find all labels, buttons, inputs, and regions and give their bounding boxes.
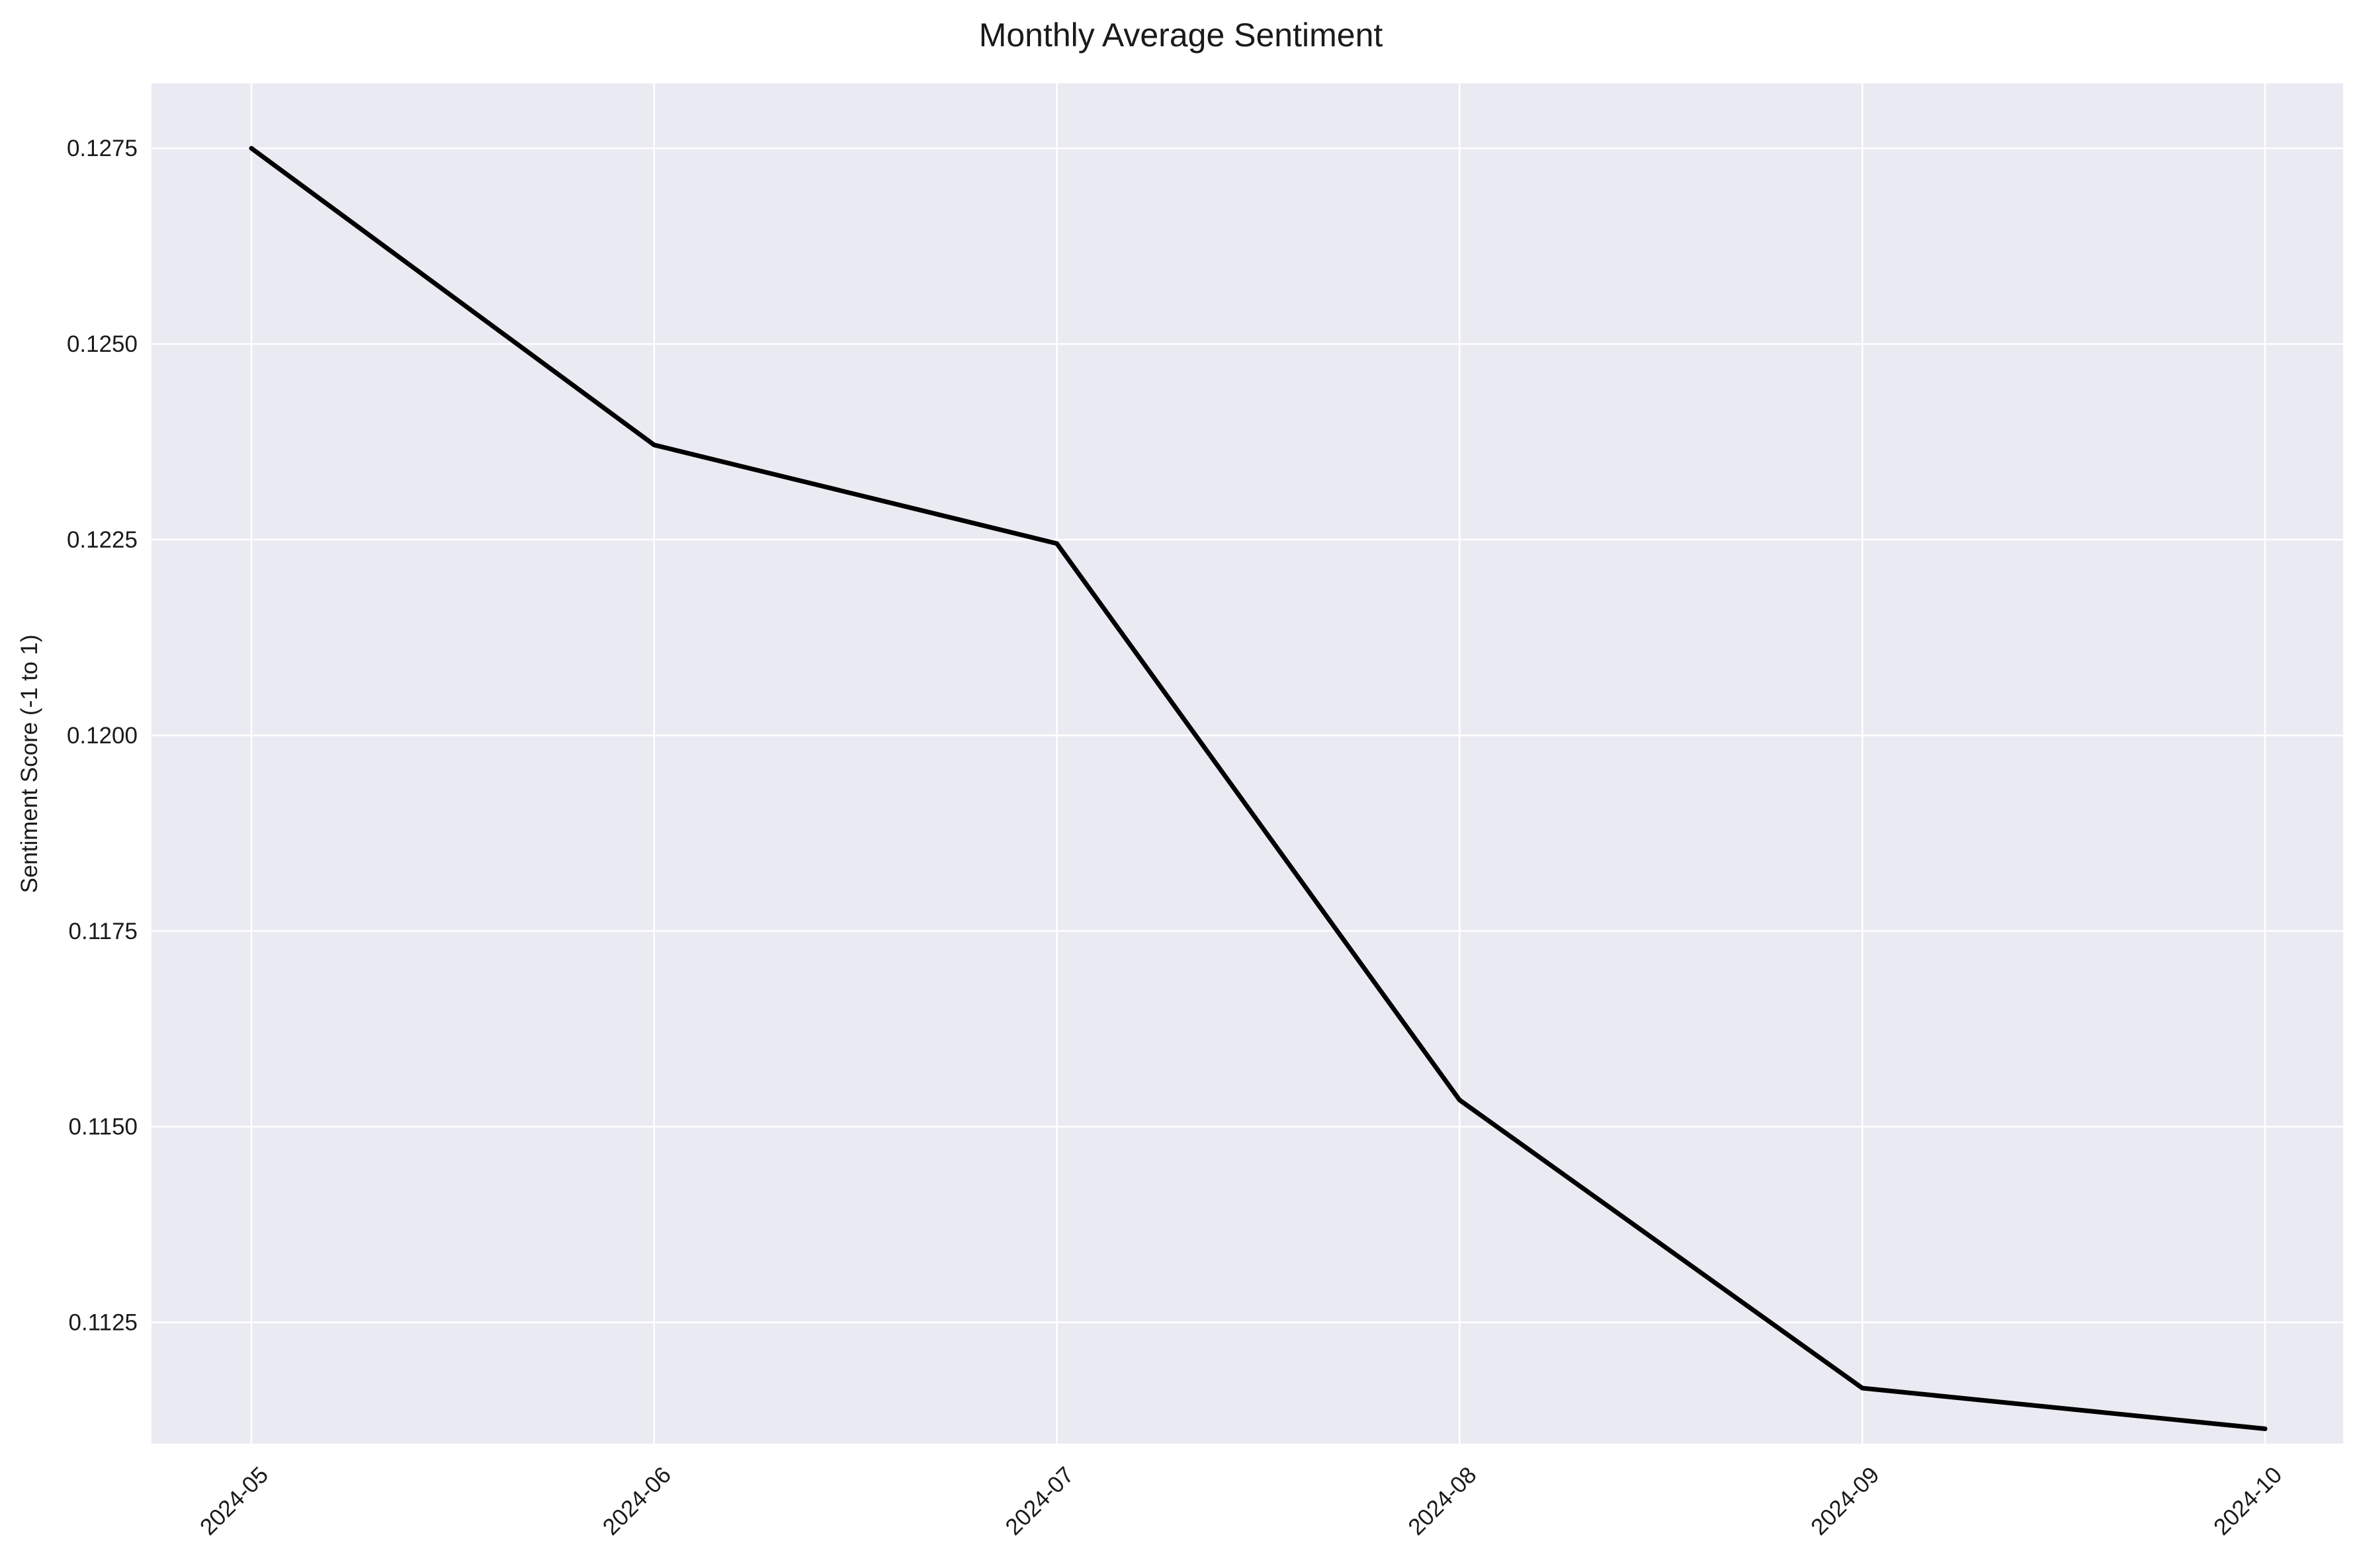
x-tick-label: 2024-07	[1000, 1462, 1078, 1540]
chart-title: Monthly Average Sentiment	[979, 17, 1383, 54]
x-axis-ticks: 2024-05 2024-06 2024-07 2024-08 2024-09 2024-…	[195, 1462, 2287, 1540]
x-tick-label: 2024-06	[598, 1462, 676, 1540]
y-axis-ticks: 0.1125 0.1150 0.1175 0.1200 0.1225 0.1250 0.12…	[67, 136, 138, 1335]
y-axis-label: Sentiment Score (-1 to 1)	[17, 635, 42, 893]
y-tick-label: 0.1150	[69, 1114, 138, 1140]
x-tick-label: 2024-10	[2209, 1462, 2287, 1540]
y-tick-label: 0.1275	[67, 136, 138, 161]
x-tick-label: 2024-09	[1806, 1462, 1884, 1540]
y-tick-label: 0.1200	[67, 723, 138, 749]
x-tick-label: 2024-05	[195, 1462, 273, 1540]
x-tick-label: 2024-08	[1403, 1462, 1481, 1540]
y-tick-label: 0.1125	[69, 1310, 138, 1336]
y-tick-label: 0.1175	[69, 919, 138, 944]
plot-area	[151, 83, 2343, 1444]
y-tick-label: 0.1250	[67, 331, 138, 357]
y-tick-label: 0.1225	[67, 527, 138, 553]
